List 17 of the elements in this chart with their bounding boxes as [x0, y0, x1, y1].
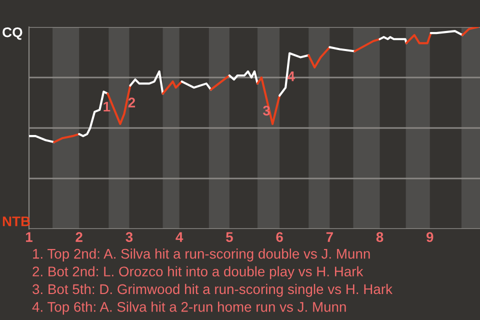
x-tick-label: 6 [276, 232, 283, 242]
x-tick-label: 2 [76, 232, 82, 242]
text: 3. Bot 5th: D. Grimwood hit a run-scoring single vs H. Hark [32, 284, 392, 297]
x-tick-label: 4 [176, 232, 184, 242]
text: 4. Top 6th: A. Silva hit a 2-run home run vs J. Munn [32, 302, 346, 315]
x-tick-label: 9 [426, 232, 434, 242]
x-tick-label: 3 [126, 232, 133, 242]
annotation: 2 [128, 98, 136, 108]
x-tick-label: 1 [26, 232, 32, 242]
x-tick-label: 8 [376, 232, 384, 242]
annotation: 1 [104, 102, 110, 112]
text: 1. Top 2nd: A. Silva hit a run-scoring double vs J. Munn [33, 248, 370, 262]
text: 2. Bot 2nd: L. Orozco hit into a double play vs H. Hark [32, 266, 364, 280]
x-tick-label: 7 [326, 232, 333, 242]
text: CQ [2, 27, 22, 40]
annotation: NTB [2, 216, 30, 226]
x-tick-label: 5 [226, 232, 233, 242]
